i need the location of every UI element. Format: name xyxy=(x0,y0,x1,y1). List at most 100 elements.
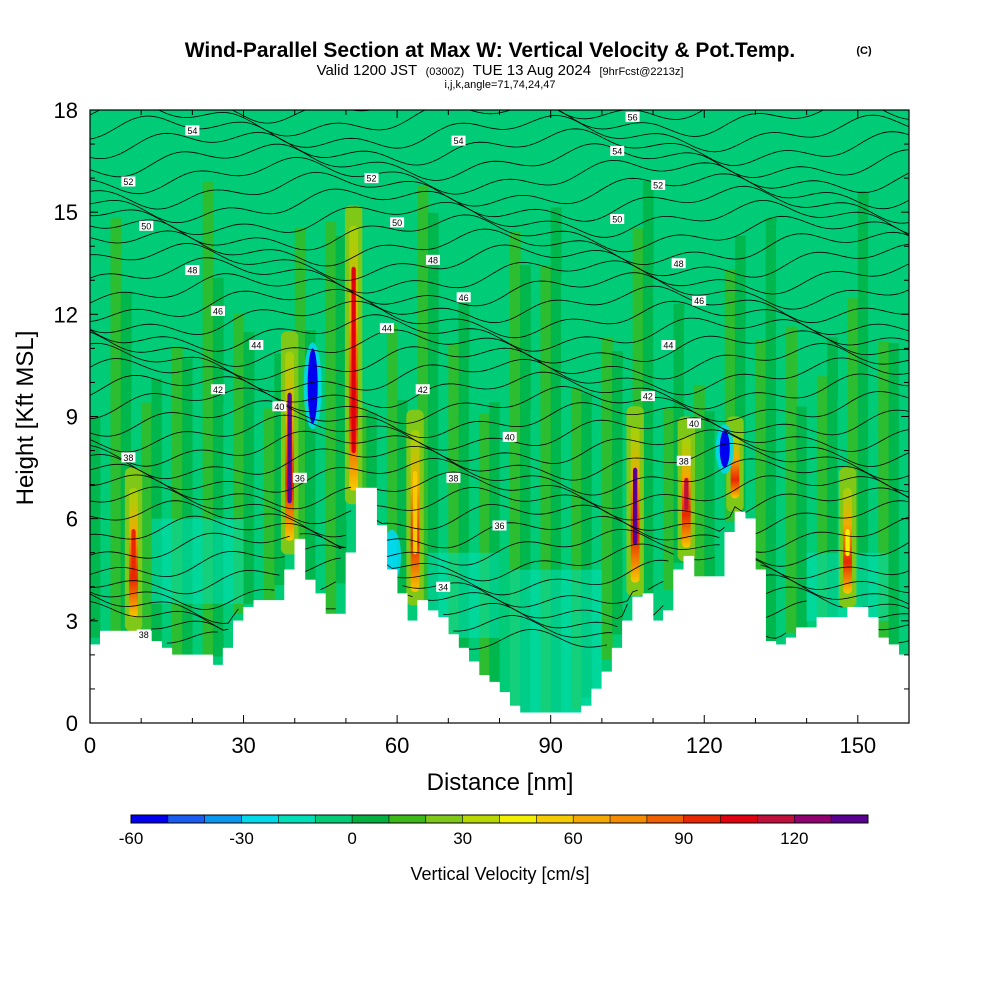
isentrope-21 xyxy=(90,329,909,367)
isentrope-label-text-9: 36 xyxy=(295,473,305,483)
velocity-band-37 xyxy=(468,356,480,669)
velocity-band-14 xyxy=(233,313,245,615)
colorbar-swatch-19 xyxy=(831,815,869,823)
isentrope-label-7: 40 xyxy=(272,401,287,412)
velocity-band-63 xyxy=(734,235,746,516)
velocity-band-1 xyxy=(100,264,112,632)
isentrope-label-text-21: 46 xyxy=(694,296,704,306)
velocity-band-22 xyxy=(315,334,327,604)
isentrope-33 xyxy=(90,156,909,195)
colorbar: -60 -30 0 30 60 90 120 xyxy=(119,814,869,848)
isentrope-label-text-27: 40 xyxy=(689,419,699,429)
isentrope-label-text-0: 54 xyxy=(187,126,197,136)
plot-area: 54 52 50 48 46 44 42 40 38 36 38 56 54 54 52 52 50 50 48 48… xyxy=(90,110,909,723)
y-tick-label-6: 18 xyxy=(54,98,78,123)
isentrope-label-text-18: 48 xyxy=(428,255,438,265)
updraft-peak-2 xyxy=(351,266,356,454)
isentrope-label-text-20: 46 xyxy=(459,293,469,303)
valid-time: Valid 1200 JST xyxy=(317,62,418,79)
velocity-band-16 xyxy=(253,403,265,601)
y-tick-label-1: 3 xyxy=(66,609,78,634)
isentrope-label-5: 44 xyxy=(249,339,264,350)
colorbar-swatch-10 xyxy=(499,815,537,823)
velocity-band-32 xyxy=(417,185,429,606)
x-tick-label-5: 150 xyxy=(839,733,876,758)
velocity-band-17 xyxy=(264,408,275,601)
valid-time-utc: (0300Z) xyxy=(426,66,465,78)
isentrope-label-text-1: 52 xyxy=(123,177,133,187)
velocity-band-65 xyxy=(755,340,767,606)
y-tick-label-5: 15 xyxy=(54,200,78,225)
isentrope-label-text-8: 38 xyxy=(123,453,133,463)
x-tick-label-3: 90 xyxy=(538,733,562,758)
isentrope-label-text-23: 44 xyxy=(663,340,673,350)
isentrope-label-23: 44 xyxy=(661,339,676,350)
chart-subtitle: Valid 1200 JST (0300Z) TUE 13 Aug 2024 [… xyxy=(317,62,684,79)
velocity-band-67 xyxy=(775,221,787,642)
isentrope-label-text-29: 38 xyxy=(679,456,689,466)
velocity-band-30 xyxy=(397,400,408,608)
velocity-band-44 xyxy=(540,265,552,713)
isentrope-34 xyxy=(90,143,909,181)
isentrope-30 xyxy=(90,200,909,238)
colorbar-tick-1: -30 xyxy=(229,829,254,848)
velocity-band-11 xyxy=(202,182,214,660)
x-tick-label-0: 0 xyxy=(84,733,96,758)
isentrope-label-13: 54 xyxy=(610,145,625,156)
colorbar-label: Vertical Velocity [cm/s] xyxy=(410,864,589,884)
y-tick-label-3: 9 xyxy=(66,405,78,430)
velocity-band-62 xyxy=(724,269,736,523)
isentrope-label-text-24: 42 xyxy=(418,385,428,395)
velocity-band-38 xyxy=(479,413,490,679)
colorbar-swatch-12 xyxy=(573,815,611,823)
velocity-band-40 xyxy=(499,308,511,700)
downdraft-core-1 xyxy=(719,430,730,468)
velocity-band-64 xyxy=(745,326,757,545)
velocity-band-46 xyxy=(560,275,572,713)
velocity-band-72 xyxy=(827,337,838,618)
colorbar-swatch-18 xyxy=(794,815,832,823)
isentrope-label-8: 38 xyxy=(121,452,136,463)
isentrope-6 xyxy=(90,543,909,582)
colorbar-swatch-7 xyxy=(388,815,427,823)
velocity-band-77 xyxy=(878,341,890,642)
velocity-band-60 xyxy=(704,411,716,577)
isentrope-label-12: 54 xyxy=(451,135,466,146)
velocity-band-56 xyxy=(663,408,675,591)
velocity-band-45 xyxy=(550,207,562,713)
isentrope-4 xyxy=(90,574,909,610)
updraft-peak-0 xyxy=(131,528,136,580)
isentrope-label-text-15: 52 xyxy=(653,180,663,190)
isentrope-9 xyxy=(90,500,909,538)
isentrope-10 xyxy=(90,486,909,525)
isentrope-label-22: 44 xyxy=(379,322,394,333)
chart-title: Wind-Parallel Section at Max W: Vertical… xyxy=(185,39,796,62)
updraft-peak-4 xyxy=(632,467,638,546)
velocity-band-5 xyxy=(141,402,153,637)
isentrope-27 xyxy=(90,242,909,281)
isentrope-label-17: 50 xyxy=(610,213,625,224)
velocity-band-27 xyxy=(366,412,378,507)
velocity-band-49 xyxy=(591,400,603,681)
colorbar-swatch-3 xyxy=(241,815,279,823)
velocity-band-24 xyxy=(335,236,347,584)
isentrope-3 xyxy=(90,586,909,624)
velocity-band-55 xyxy=(653,269,664,616)
isentrope-14 xyxy=(90,429,909,467)
isentrope-label-text-10: 38 xyxy=(139,630,149,640)
isentrope-20 xyxy=(90,342,909,381)
velocity-band-20 xyxy=(294,227,306,560)
velocity-band-75 xyxy=(857,190,869,613)
velocity-band-18 xyxy=(274,353,286,586)
isentrope-16 xyxy=(90,400,909,439)
isentrope-label-11: 56 xyxy=(625,111,640,122)
velocity-band-41 xyxy=(509,231,521,710)
isentrope-label-29: 38 xyxy=(676,455,691,466)
colorbar-swatch-11 xyxy=(536,815,574,823)
isentrope-24 xyxy=(90,285,909,324)
velocity-band-21 xyxy=(304,330,316,587)
isentrope-15 xyxy=(90,414,909,453)
isentrope-label-text-26: 40 xyxy=(505,432,515,442)
